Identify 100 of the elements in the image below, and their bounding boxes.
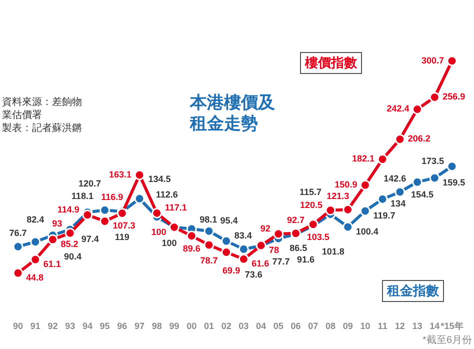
data-label: 101.8	[322, 246, 344, 256]
data-label: 93	[52, 218, 62, 229]
point	[12, 241, 24, 252]
data-label: 78	[269, 245, 280, 256]
point	[238, 244, 249, 254]
data-label: 121.3	[326, 191, 350, 202]
data-label: 92	[260, 223, 270, 234]
point	[446, 161, 458, 172]
data-label: 173.5	[421, 156, 444, 166]
point	[394, 186, 406, 198]
x-tick-label: 09	[342, 321, 353, 332]
x-tick-label: 91	[30, 321, 40, 332]
data-label: 76.7	[9, 228, 27, 238]
point	[30, 254, 41, 265]
data-label: 115.7	[299, 186, 322, 197]
point	[360, 180, 370, 190]
data-label: 150.9	[334, 180, 358, 190]
data-label: 118.1	[71, 190, 94, 201]
point	[134, 170, 145, 180]
point	[412, 176, 423, 188]
data-label: 119	[114, 232, 130, 242]
x-tick-label: 90	[12, 321, 24, 332]
x-tick-label: 14	[430, 321, 440, 332]
data-label: 120.7	[78, 178, 102, 189]
data-label: 78.7	[200, 255, 218, 266]
x-tick-label: 12	[394, 321, 405, 332]
data-label: 100	[151, 226, 166, 237]
x-tick-label: 05	[273, 321, 284, 332]
data-label: 134	[390, 198, 406, 209]
point	[377, 154, 388, 164]
data-label: 114.9	[57, 204, 80, 214]
data-label: 182.1	[352, 154, 375, 164]
data-label: 119.7	[373, 210, 396, 220]
data-label: 73.6	[244, 270, 262, 280]
point	[342, 222, 354, 232]
data-label: 300.7	[421, 55, 444, 66]
data-label: 206.2	[408, 134, 430, 144]
text: 本港樓價及租金走勢	[190, 92, 276, 134]
point	[377, 194, 388, 204]
x-tick-label: 11	[378, 321, 388, 332]
x-tick-label: 02	[221, 321, 232, 332]
point	[360, 206, 370, 216]
point	[64, 228, 76, 238]
data-label: 116.9	[101, 192, 124, 202]
text: *截至6月份	[422, 334, 472, 347]
point	[12, 268, 24, 278]
x-tick-label: 94	[82, 321, 92, 332]
data-label: 112.6	[156, 189, 178, 200]
x-tick-label: 96	[117, 321, 128, 332]
data-label: 100	[162, 238, 177, 248]
point	[221, 236, 232, 246]
data-label: 242.4	[386, 104, 410, 114]
point	[204, 240, 214, 250]
point	[30, 236, 41, 248]
data-label: 85.2	[60, 239, 78, 250]
point	[342, 204, 354, 215]
data-label: 61.1	[43, 259, 61, 270]
x-tick-label: 01	[204, 321, 214, 332]
x-tick-label: 98	[152, 321, 162, 332]
point	[47, 234, 58, 245]
text: 樓價指數	[300, 52, 362, 74]
data-label: 89.6	[182, 243, 200, 254]
point	[238, 254, 249, 264]
data-label: 82.4	[26, 214, 44, 224]
point	[273, 228, 284, 240]
point	[152, 208, 162, 218]
data-label: 83.4	[234, 230, 252, 241]
data-label: 86.5	[290, 242, 308, 253]
point	[446, 56, 458, 66]
data-label: 69.9	[222, 266, 240, 276]
point	[412, 104, 423, 114]
data-label: 44.8	[26, 272, 44, 283]
data-label: 107.3	[112, 220, 136, 231]
text: 租金指數	[382, 280, 444, 302]
x-tick-label: 95	[100, 321, 110, 332]
point	[134, 193, 145, 204]
x-tick-label: 06	[290, 321, 301, 332]
data-label: 61.6	[252, 258, 270, 269]
data-label: 117.1	[164, 202, 187, 213]
point	[429, 92, 440, 102]
data-label: 95.4	[220, 216, 238, 226]
data-label: 100.4	[356, 226, 378, 236]
point	[186, 230, 197, 242]
data-label: 134.5	[148, 174, 171, 184]
data-label: 159.5	[442, 177, 466, 188]
annotation: 資料來源：差餉物業估價署	[2, 96, 82, 122]
point	[82, 210, 93, 220]
point	[394, 134, 406, 144]
x-tick-label: 92	[48, 321, 58, 332]
data-label: 120.5	[300, 200, 322, 210]
x-tick-label: 03	[238, 321, 249, 332]
x-tick-label: 08	[325, 321, 336, 332]
data-label: 142.6	[384, 173, 406, 184]
data-label: 92.7	[286, 214, 305, 225]
x-tick-label: 97	[134, 321, 145, 332]
x-tick-label: 10	[360, 321, 370, 332]
data-label: 256.9	[442, 92, 466, 102]
data-label: 154.5	[411, 190, 434, 200]
x-tick-label: 07	[308, 321, 318, 332]
data-label: 98.1	[200, 214, 218, 224]
